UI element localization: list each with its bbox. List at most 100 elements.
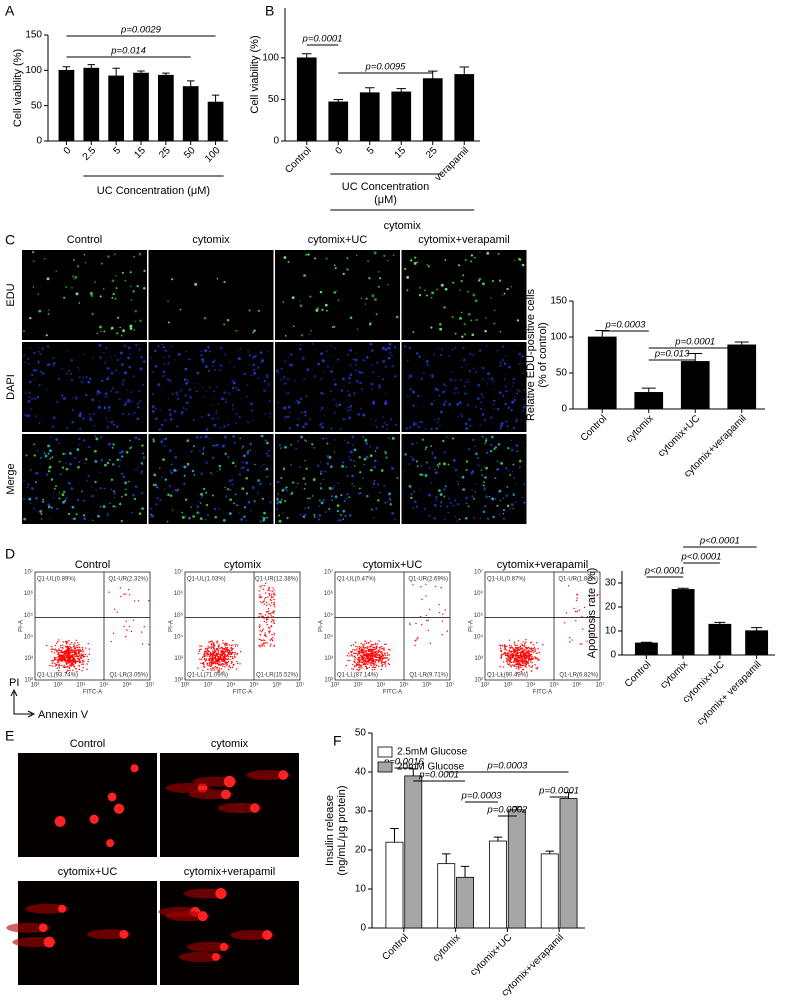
event-dot: [381, 664, 383, 666]
event-dot: [441, 634, 443, 636]
event-dot: [65, 660, 68, 662]
cell-dot: [393, 346, 397, 349]
cell-dot: [249, 449, 251, 451]
cell-dot: [486, 383, 489, 385]
cell-dot: [488, 495, 491, 498]
event-dot: [65, 641, 67, 644]
event-dot: [216, 660, 218, 663]
event-dot: [372, 658, 375, 661]
cell-dot: [202, 452, 205, 455]
cell-dot: [412, 390, 416, 394]
event-dot: [579, 643, 581, 645]
event-dot: [363, 656, 365, 659]
event-dot: [203, 664, 205, 666]
event-dot: [62, 644, 64, 646]
event-dot: [377, 665, 380, 667]
cell-dot: [328, 355, 331, 357]
cell-dot: [333, 485, 335, 487]
cell-dot: [510, 409, 513, 412]
cell-dot: [443, 305, 446, 309]
cell-dot: [71, 287, 73, 289]
event-dot: [51, 665, 54, 667]
cell-dot: [221, 397, 224, 400]
event-dot: [499, 647, 502, 649]
cell-dot: [299, 300, 301, 302]
cell-dot: [424, 448, 427, 450]
event-dot: [262, 639, 264, 641]
x-tick-label: 25: [424, 145, 440, 161]
cell-dot: [192, 419, 195, 422]
event-dot: [534, 648, 537, 650]
cell-dot: [370, 363, 373, 366]
cell-dot: [284, 419, 286, 422]
event-dot: [230, 644, 233, 647]
cell-dot: [38, 351, 40, 353]
flow-y-tick: 10²: [174, 678, 183, 684]
cell-dot: [36, 395, 40, 399]
event-dot: [536, 657, 538, 659]
cell-dot: [345, 418, 347, 421]
event-dot: [516, 650, 518, 652]
event-dot: [429, 642, 432, 645]
cell-dot: [188, 438, 190, 440]
event-dot: [516, 646, 518, 649]
event-dot: [206, 652, 208, 654]
cell-dot: [510, 439, 513, 442]
cell-dot: [490, 297, 492, 299]
significance-label: p<0.0001: [644, 566, 685, 577]
cell-dot: [486, 345, 488, 347]
cell-dot: [254, 463, 256, 466]
event-dot: [381, 647, 384, 650]
cell-dot: [240, 467, 242, 470]
comet-head: [211, 952, 220, 961]
cell-dot: [359, 407, 362, 410]
cell-dot: [127, 346, 131, 350]
cell-dot: [444, 259, 447, 261]
cell-dot: [337, 299, 340, 302]
cell-dot: [67, 481, 71, 485]
y-tick-label: 150: [25, 30, 42, 41]
event-dot: [73, 654, 76, 656]
event-dot: [214, 661, 216, 663]
event-dot: [565, 612, 568, 614]
event-dot: [265, 601, 268, 604]
cell-dot: [124, 481, 128, 485]
cell-dot: [469, 424, 472, 427]
cell-dot: [254, 355, 257, 358]
x-tick-label: 2.5: [81, 145, 99, 163]
cell-dot: [208, 386, 211, 389]
cell-dot: [440, 283, 444, 287]
event-dot: [210, 653, 212, 656]
event-dot: [345, 664, 347, 667]
event-dot: [65, 651, 67, 654]
event-dot: [267, 626, 270, 629]
cell-dot: [266, 516, 268, 519]
cell-dot: [263, 389, 267, 392]
event-dot: [532, 648, 535, 650]
cell-dot: [321, 392, 324, 395]
cell-dot: [356, 328, 359, 330]
cell-dot: [151, 392, 154, 395]
event-dot: [108, 591, 110, 593]
event-dot: [527, 660, 529, 663]
cell-dot: [344, 515, 347, 517]
cell-dot: [207, 369, 211, 373]
cell-dot: [27, 414, 30, 418]
cell-dot: [248, 309, 251, 312]
cell-dot: [463, 359, 466, 362]
cell-dot: [503, 362, 507, 365]
cell-dot: [440, 410, 443, 414]
event-dot: [268, 603, 270, 605]
cell-dot: [169, 413, 172, 416]
cell-dot: [299, 343, 302, 346]
event-dot: [530, 642, 532, 644]
cell-dot: [173, 410, 177, 413]
event-dot: [376, 653, 379, 655]
event-dot: [363, 648, 365, 651]
cell-dot: [507, 365, 511, 369]
cell-dot: [58, 497, 61, 500]
cell-dot: [431, 374, 434, 377]
event-dot: [268, 627, 271, 629]
cell-dot: [141, 492, 144, 495]
